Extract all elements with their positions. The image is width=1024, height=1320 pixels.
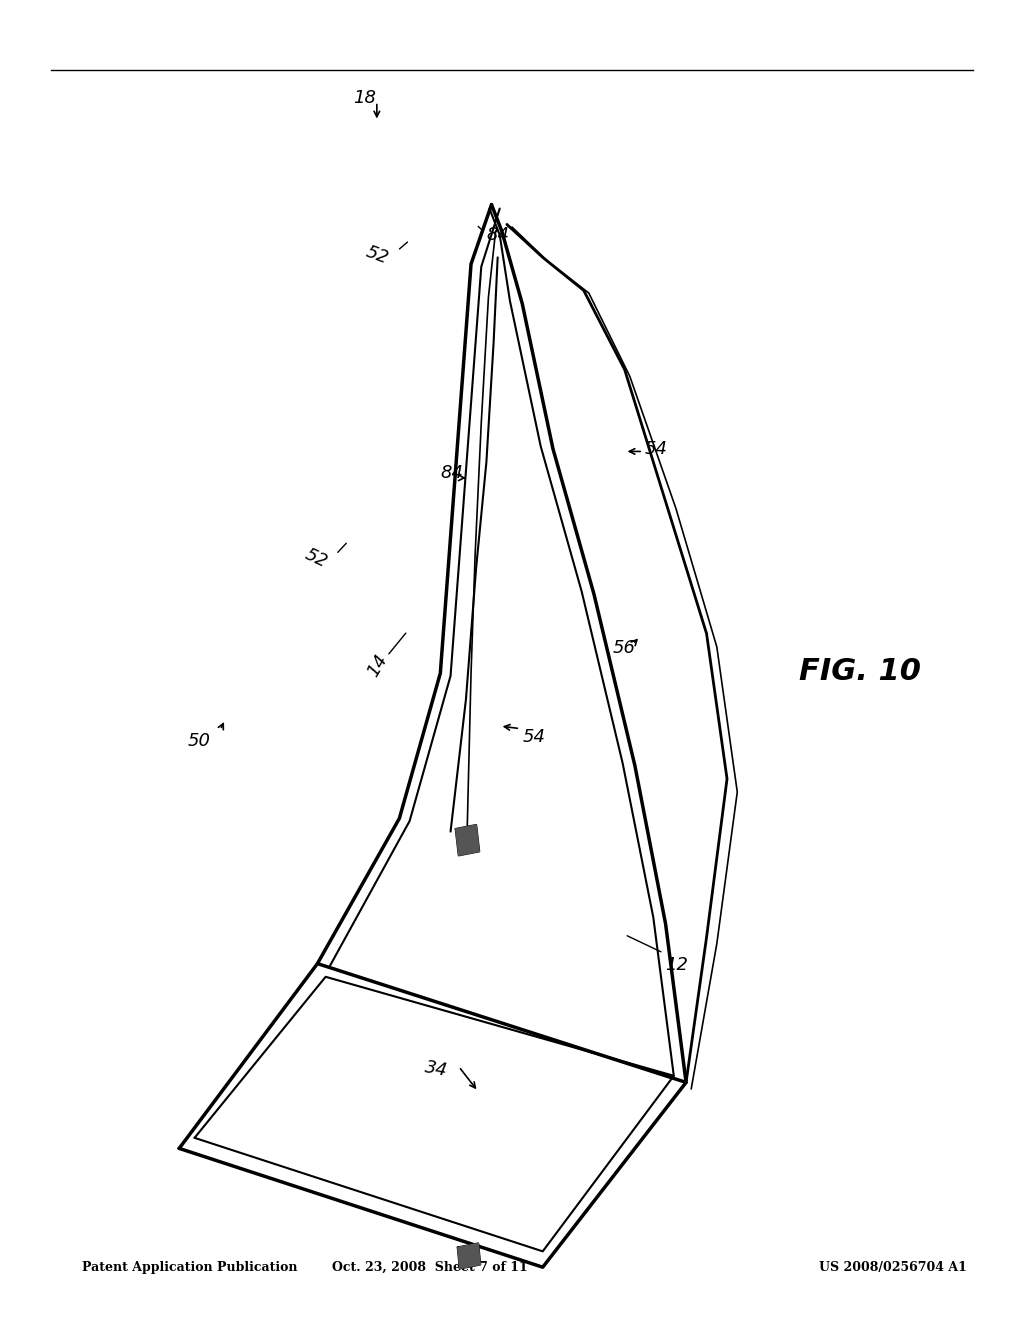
- Polygon shape: [456, 825, 479, 855]
- Text: Patent Application Publication: Patent Application Publication: [82, 1261, 297, 1274]
- Text: 52: 52: [302, 545, 331, 572]
- Text: 12: 12: [666, 956, 688, 974]
- Text: FIG. 10: FIG. 10: [799, 657, 921, 686]
- Text: Oct. 23, 2008  Sheet 7 of 11: Oct. 23, 2008 Sheet 7 of 11: [332, 1261, 528, 1274]
- Text: 34: 34: [423, 1059, 449, 1080]
- Text: 50: 50: [187, 731, 210, 750]
- Text: 84: 84: [440, 463, 463, 482]
- Text: 54: 54: [522, 727, 545, 746]
- Text: 56: 56: [612, 639, 635, 657]
- Text: 18: 18: [353, 88, 376, 107]
- Text: 52: 52: [364, 243, 391, 268]
- Text: 14: 14: [364, 651, 390, 680]
- Polygon shape: [458, 1243, 480, 1269]
- Text: 54: 54: [645, 440, 668, 458]
- Text: US 2008/0256704 A1: US 2008/0256704 A1: [819, 1261, 967, 1274]
- Text: 84: 84: [486, 226, 509, 244]
